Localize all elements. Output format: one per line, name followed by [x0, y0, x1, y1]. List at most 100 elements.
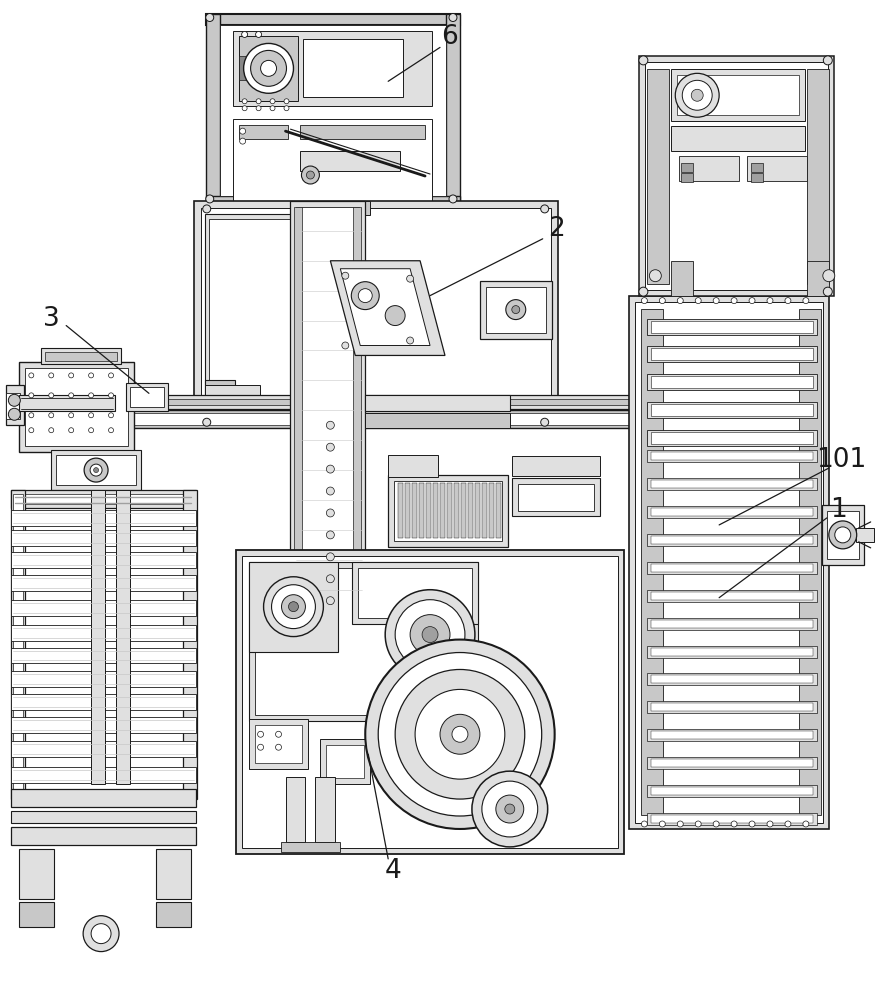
Text: 1: 1 [830, 497, 847, 523]
Circle shape [49, 393, 53, 398]
Bar [300, 151, 400, 171]
Circle shape [449, 195, 457, 203]
Bar [648, 346, 817, 362]
Bar [12, 694, 196, 710]
Circle shape [511, 306, 519, 314]
Bar [233, 31, 432, 106]
Circle shape [695, 298, 701, 304]
Bar [651, 376, 813, 388]
Circle shape [785, 298, 791, 304]
Circle shape [365, 640, 555, 829]
Bar [482, 483, 486, 538]
Circle shape [289, 602, 298, 612]
Bar [281, 842, 340, 852]
Bar [651, 592, 813, 600]
Circle shape [326, 421, 334, 429]
Bar [12, 510, 196, 526]
Bar [183, 490, 197, 799]
Bar [41, 348, 121, 364]
Bar [651, 480, 813, 488]
Circle shape [749, 298, 755, 304]
Circle shape [257, 744, 264, 750]
Bar [91, 490, 105, 784]
Bar [651, 432, 813, 444]
Bar [648, 618, 817, 630]
Circle shape [505, 804, 515, 814]
Bar [205, 214, 319, 408]
Bar [12, 717, 196, 733]
Circle shape [541, 205, 549, 213]
Circle shape [109, 393, 113, 398]
Circle shape [49, 413, 53, 418]
Bar [822, 505, 863, 565]
Bar [315, 777, 335, 842]
Circle shape [282, 595, 306, 619]
Bar [480, 281, 552, 339]
Circle shape [203, 205, 211, 213]
Bar [358, 568, 472, 618]
Bar [106, 399, 634, 405]
Circle shape [326, 443, 334, 451]
Circle shape [275, 744, 282, 750]
Bar [648, 701, 817, 713]
Bar [12, 789, 196, 807]
Circle shape [203, 418, 211, 426]
Bar [116, 490, 130, 784]
Bar [807, 261, 829, 296]
Bar [648, 646, 817, 658]
Bar [677, 75, 799, 115]
Bar [799, 309, 821, 815]
Bar [25, 368, 128, 446]
Circle shape [385, 590, 475, 679]
Bar [635, 302, 822, 823]
Bar [454, 483, 459, 538]
Bar [193, 201, 558, 425]
Polygon shape [331, 261, 445, 355]
Bar [6, 393, 20, 419]
Bar [682, 173, 693, 182]
Circle shape [422, 627, 438, 643]
Bar [365, 395, 510, 411]
Circle shape [749, 821, 755, 827]
Bar [255, 568, 472, 715]
Circle shape [642, 821, 648, 827]
Bar [648, 374, 817, 390]
Bar [648, 450, 817, 462]
Bar [640, 56, 834, 296]
Bar [648, 534, 817, 546]
Circle shape [823, 287, 832, 296]
Bar [398, 483, 403, 538]
Bar [239, 56, 258, 80]
Circle shape [69, 413, 74, 418]
Circle shape [326, 465, 334, 473]
Circle shape [732, 821, 737, 827]
Bar [855, 528, 874, 542]
Circle shape [767, 821, 773, 827]
Circle shape [732, 298, 737, 304]
Bar [297, 207, 359, 619]
Bar [101, 395, 640, 409]
Circle shape [256, 99, 261, 104]
Bar [354, 207, 361, 619]
Bar [751, 173, 763, 182]
Circle shape [84, 458, 108, 482]
Bar [12, 530, 196, 546]
Bar [651, 321, 813, 333]
Bar [648, 478, 817, 490]
Bar [433, 483, 438, 538]
Circle shape [541, 418, 549, 426]
Bar [648, 757, 817, 769]
Circle shape [109, 428, 113, 433]
Bar [106, 413, 634, 425]
Bar [12, 575, 196, 591]
Bar [255, 725, 302, 763]
Bar [12, 671, 196, 687]
Bar [648, 402, 817, 418]
Circle shape [677, 821, 683, 827]
Bar [12, 625, 196, 641]
Bar [648, 430, 817, 446]
Bar [20, 362, 134, 452]
Bar [461, 483, 466, 538]
Circle shape [250, 50, 287, 86]
Circle shape [713, 298, 719, 304]
